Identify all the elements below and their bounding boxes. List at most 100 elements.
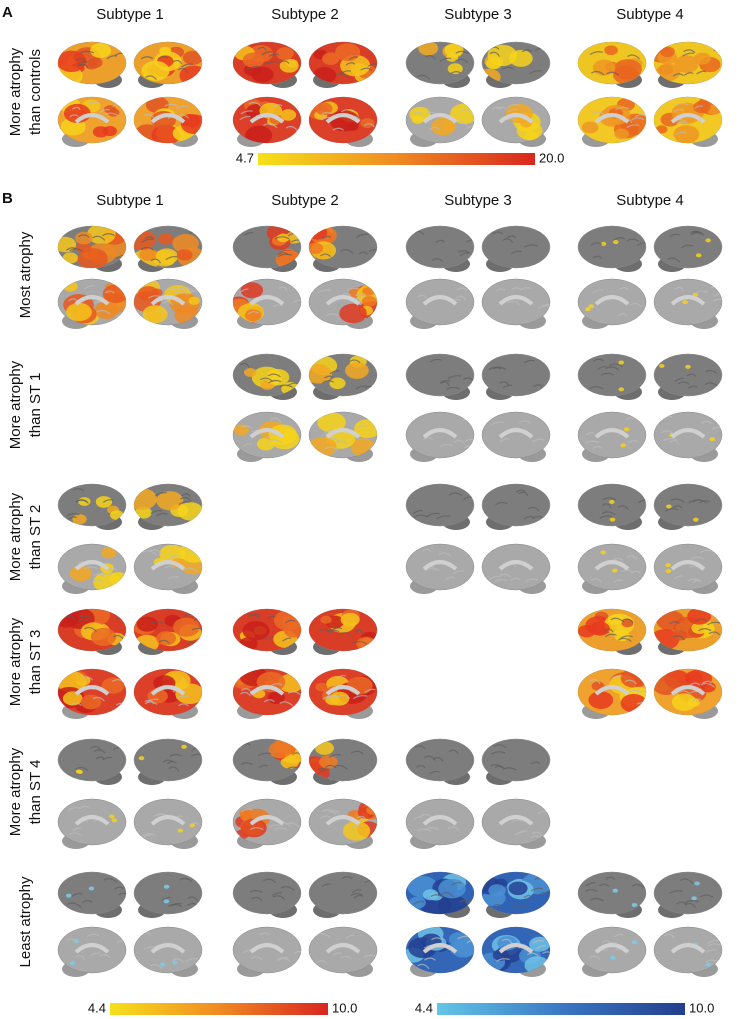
medial-brain bbox=[481, 798, 551, 849]
sulcus bbox=[584, 440, 600, 444]
overlay-blob bbox=[163, 899, 170, 904]
corpus-callosum bbox=[498, 113, 534, 124]
sulcus bbox=[165, 256, 178, 261]
overlay-blob bbox=[101, 547, 117, 559]
overlay-blob bbox=[665, 563, 671, 568]
sulcus bbox=[249, 889, 263, 894]
sulcus bbox=[239, 691, 251, 697]
overlay-blob bbox=[612, 240, 619, 245]
overlay-blob bbox=[329, 691, 350, 706]
overlay-blob bbox=[350, 63, 368, 76]
sulcus bbox=[589, 386, 604, 390]
overlay-blob bbox=[691, 622, 709, 634]
corpus-callosum bbox=[325, 943, 361, 954]
lateral-brain bbox=[481, 871, 551, 918]
sulcus bbox=[181, 63, 193, 68]
sulcus bbox=[177, 703, 189, 707]
corpus-callosum bbox=[422, 815, 458, 826]
sulcus bbox=[187, 896, 199, 902]
row-label: More atrophy bbox=[7, 360, 24, 449]
sulcus bbox=[251, 896, 263, 902]
sulcus bbox=[319, 815, 331, 819]
sulcus bbox=[264, 61, 279, 66]
sulcus bbox=[523, 515, 535, 520]
overlay-blob bbox=[492, 949, 509, 961]
sulcus bbox=[273, 104, 283, 108]
medial-brain bbox=[577, 96, 647, 147]
sulcus bbox=[355, 233, 369, 238]
sulcus bbox=[258, 764, 268, 769]
sulcus bbox=[707, 943, 722, 947]
overlay-blob bbox=[319, 755, 338, 769]
sulcus bbox=[592, 111, 605, 116]
sulcus bbox=[602, 511, 616, 516]
sulcus bbox=[149, 963, 163, 970]
sulcus bbox=[417, 963, 430, 970]
overlay bbox=[511, 810, 550, 839]
sulcus bbox=[150, 510, 163, 515]
sulcus bbox=[536, 945, 547, 950]
sulcus bbox=[416, 764, 426, 769]
overlay-blob bbox=[609, 499, 615, 504]
overlay-blob bbox=[508, 881, 528, 896]
cortex bbox=[405, 738, 475, 782]
sulcus bbox=[626, 124, 640, 129]
overlay-blob bbox=[592, 59, 616, 76]
sulcus bbox=[282, 637, 292, 642]
sulcus bbox=[90, 952, 101, 957]
corpus-callosum bbox=[498, 560, 534, 571]
sulcus bbox=[592, 255, 603, 259]
overlay-blob bbox=[242, 621, 270, 641]
row-label: More atrophy bbox=[7, 47, 24, 136]
overlay bbox=[414, 745, 459, 775]
medial-brain bbox=[405, 926, 475, 977]
cortex bbox=[405, 278, 475, 326]
sulcus bbox=[241, 743, 251, 747]
sulcus bbox=[495, 501, 508, 506]
corpus-callosum bbox=[74, 815, 110, 826]
lateral-brain bbox=[308, 41, 378, 88]
corpus-callosum bbox=[422, 428, 458, 439]
overlay-blob bbox=[691, 896, 697, 901]
corpus-callosum bbox=[249, 685, 285, 696]
sulcus bbox=[272, 892, 283, 896]
sulcus bbox=[293, 950, 301, 955]
column-header: Subtype 2 bbox=[271, 192, 339, 209]
overlay-blob bbox=[309, 364, 333, 384]
sulcus bbox=[102, 233, 116, 237]
sulcus bbox=[70, 702, 82, 706]
overlay bbox=[406, 872, 474, 914]
overlay-blob bbox=[607, 614, 623, 626]
overlay-blob bbox=[251, 66, 274, 83]
cortex bbox=[481, 738, 551, 782]
sulcus bbox=[279, 60, 290, 64]
sulcus bbox=[278, 384, 293, 388]
medial-brain bbox=[481, 96, 551, 147]
sulcus bbox=[513, 904, 529, 909]
overlay-blob bbox=[87, 226, 116, 245]
sulcus bbox=[712, 298, 722, 302]
sulcus bbox=[600, 372, 614, 376]
sulcus bbox=[239, 288, 249, 293]
lateral-brain bbox=[308, 225, 378, 272]
sulcus bbox=[351, 750, 364, 755]
sulcus bbox=[350, 824, 362, 829]
overlay-blob bbox=[266, 368, 290, 386]
sulcus bbox=[622, 618, 634, 624]
medial-brain bbox=[57, 278, 127, 329]
sulcus bbox=[619, 287, 630, 291]
sulcus bbox=[688, 565, 703, 572]
column-header: Subtype 3 bbox=[444, 192, 512, 209]
sulcus bbox=[687, 385, 698, 389]
sulcus bbox=[332, 952, 342, 956]
overlay bbox=[658, 363, 718, 389]
lateral-brain bbox=[308, 871, 378, 918]
column-header: Subtype 1 bbox=[96, 6, 164, 23]
medial-brain bbox=[57, 798, 127, 849]
sulcus bbox=[494, 578, 508, 583]
lateral-brain bbox=[133, 483, 203, 530]
overlay-blob bbox=[172, 960, 178, 965]
overlay-blob bbox=[585, 307, 591, 312]
sulcus bbox=[502, 238, 514, 244]
sulcus bbox=[492, 106, 502, 110]
